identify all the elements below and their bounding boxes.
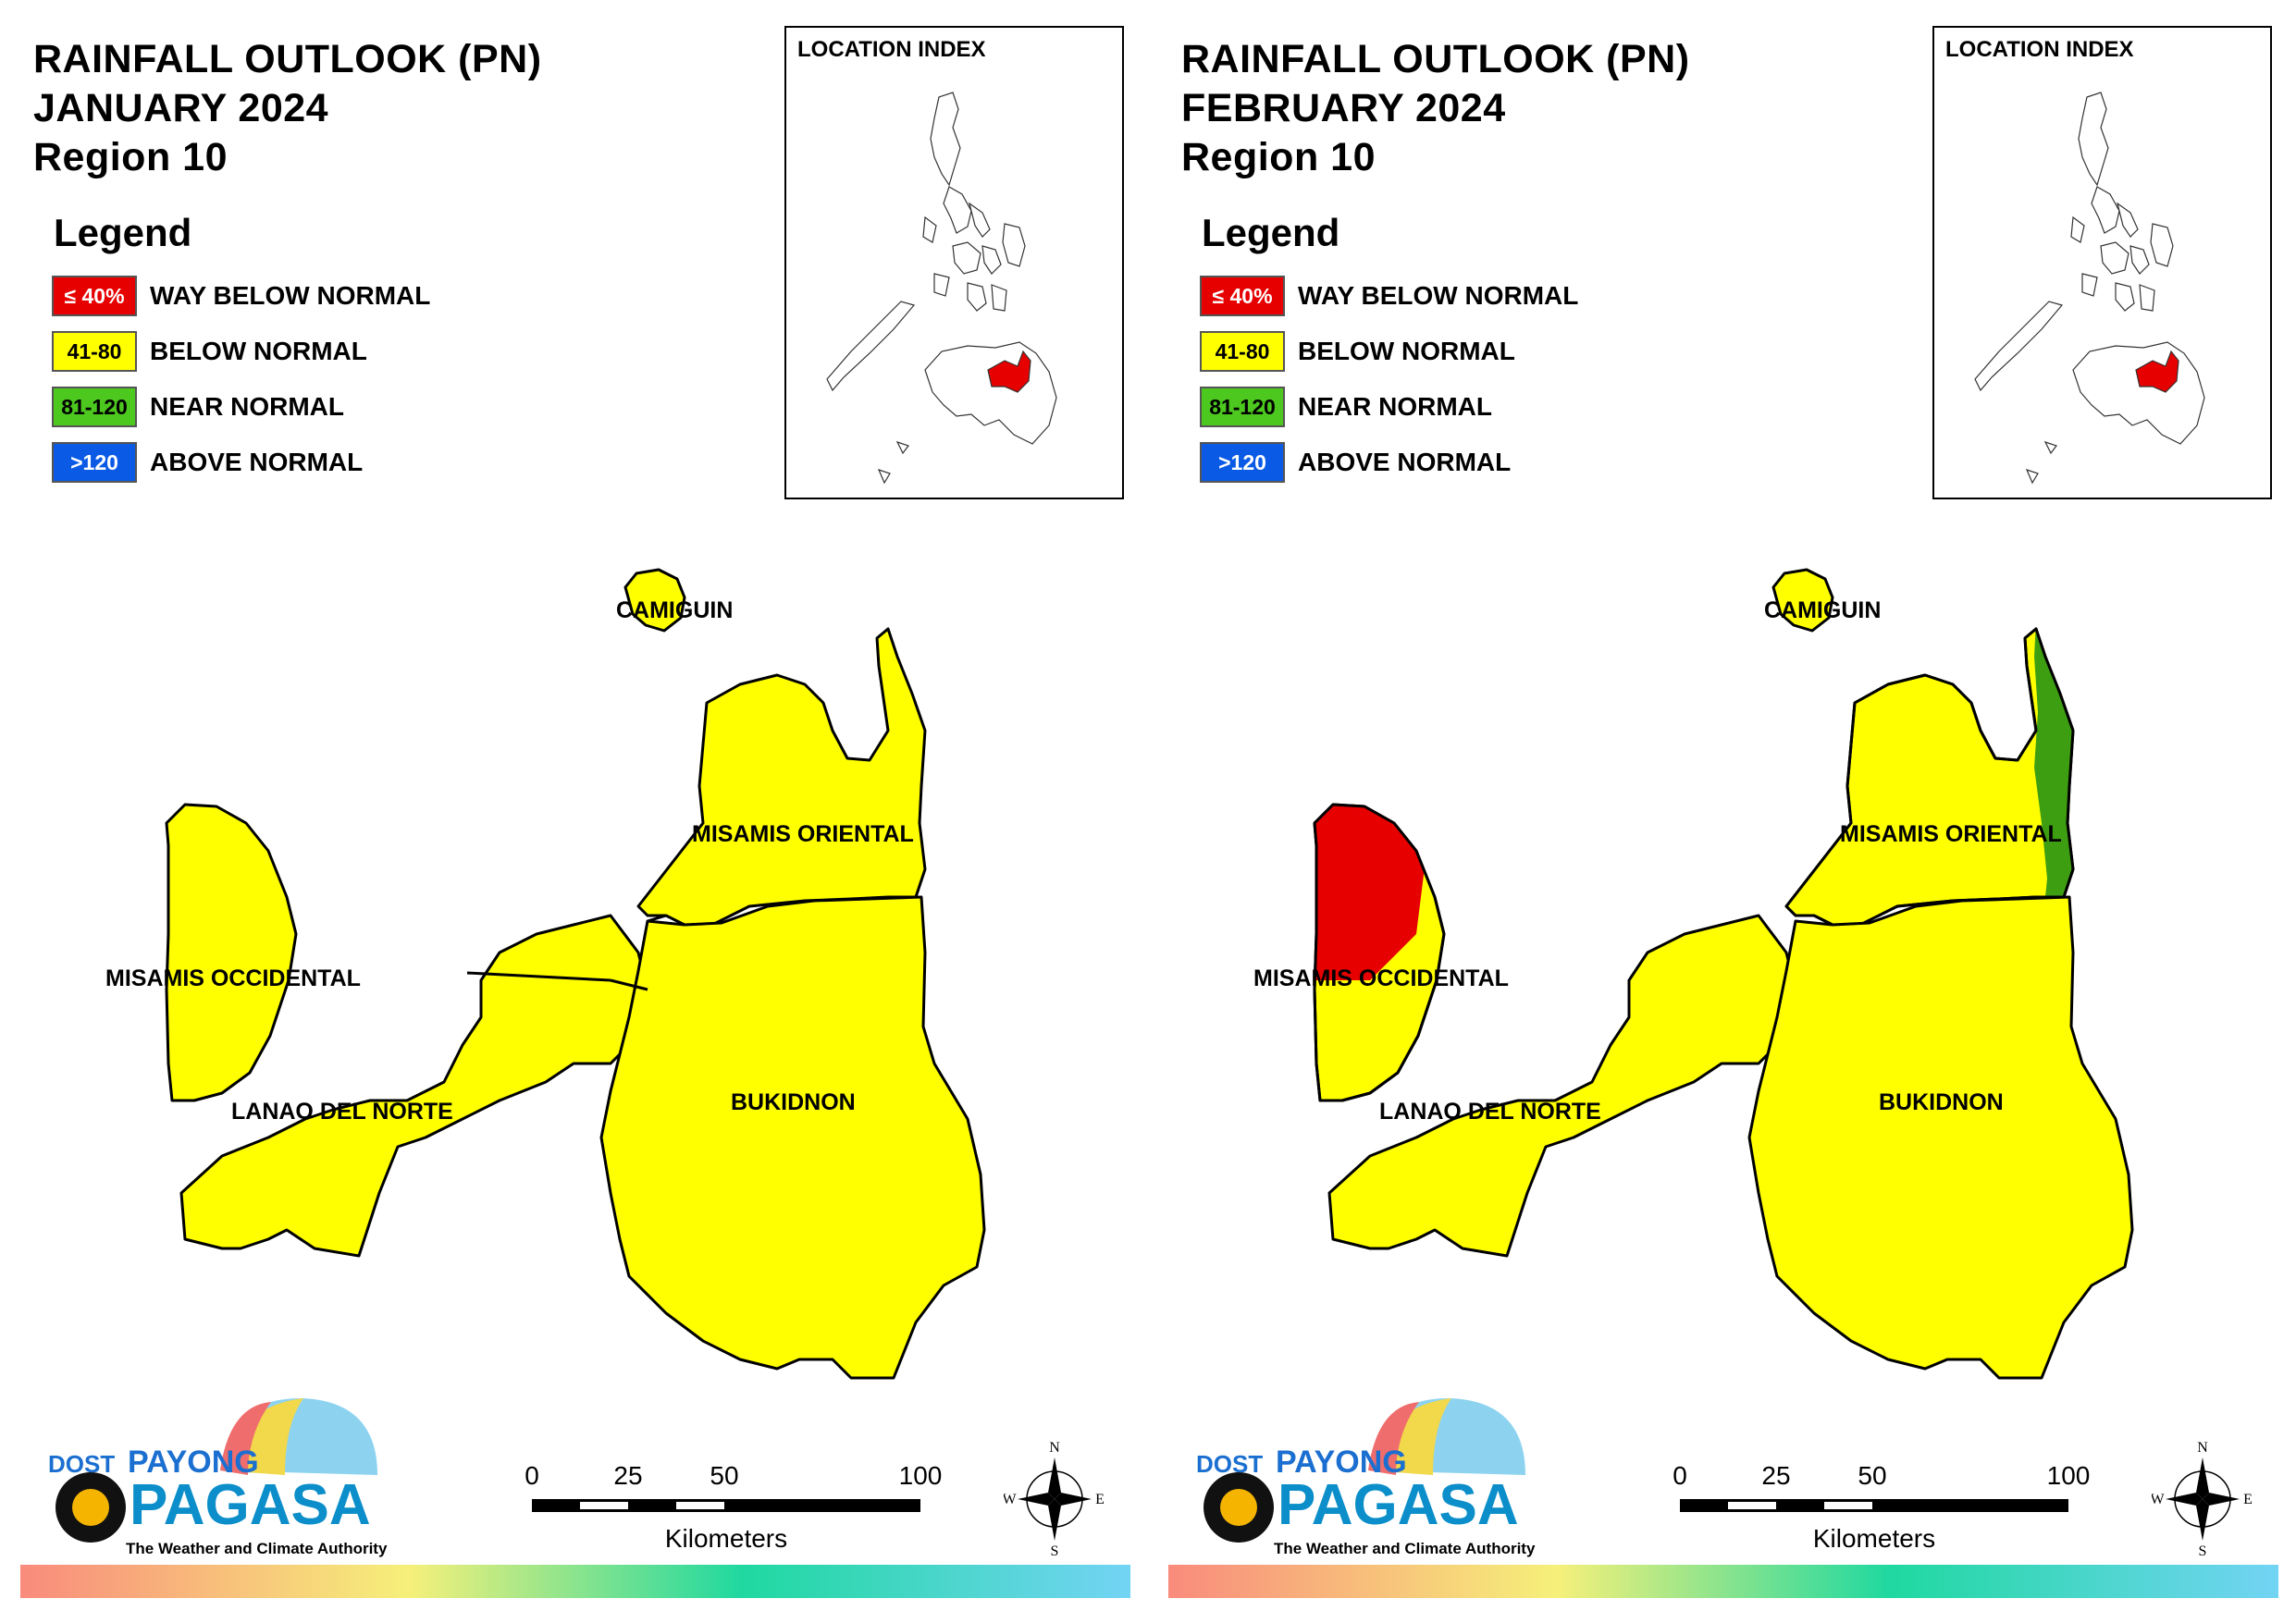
scale-tick-100: 100	[2047, 1461, 2091, 1490]
camiguin-province	[623, 568, 686, 633]
scale-unit: Kilometers	[665, 1524, 787, 1553]
legend-swatch: ≤ 40%	[52, 276, 137, 316]
outlook-panel-january: RAINFALL OUTLOOK (PN) JANUARY 2024 Regio…	[20, 26, 1130, 1598]
color-gradient-strip	[1168, 1565, 2278, 1598]
logo-dost: DOST	[1196, 1450, 1263, 1478]
map-title: RAINFALL OUTLOOK (PN) JANUARY 2024 Regio…	[33, 35, 542, 182]
scale-tick-25: 25	[1761, 1461, 1790, 1490]
compass-w: W	[1004, 1492, 1017, 1507]
logo-dost: DOST	[48, 1450, 115, 1478]
logo-payong: PAYONG	[1276, 1445, 1407, 1480]
logo-tagline: The Weather and Climate Authority	[1274, 1540, 1536, 1557]
label-camiguin: CAMIGUIN	[1764, 597, 1881, 623]
legend-item-near: 81-120 NEAR NORMAL	[52, 379, 430, 435]
legend-item-below: 41-80 BELOW NORMAL	[52, 324, 430, 379]
way-below-normal-zone	[1315, 805, 1426, 980]
legend-heading: Legend	[1202, 211, 1340, 254]
title-line-3: Region 10	[33, 135, 228, 179]
title-line-1: RAINFALL OUTLOOK (PN)	[33, 37, 542, 81]
legend-swatch: ≤ 40%	[1200, 276, 1285, 316]
legend-label: WAY BELOW NORMAL	[1298, 281, 1579, 310]
compass-n: N	[2197, 1440, 2208, 1456]
scale-bar: 0 25 50 100 Kilometers	[1673, 1461, 2091, 1553]
legend-label: WAY BELOW NORMAL	[150, 281, 431, 310]
label-camiguin: CAMIGUIN	[616, 597, 733, 623]
legend-label: NEAR NORMAL	[1298, 392, 1492, 421]
label-misamis-oriental: MISAMIS ORIENTAL	[1840, 821, 2062, 847]
compass-e: E	[1095, 1492, 1105, 1507]
region-10-map: CAMIGUIN MISAMIS ORIENTAL MISAMIS OCCIDE…	[1253, 568, 2134, 1380]
location-index: LOCATION INDEX	[784, 26, 1124, 499]
legend-label: ABOVE NORMAL	[150, 448, 364, 476]
compass-e: E	[2243, 1492, 2253, 1507]
compass-n: N	[1049, 1440, 1060, 1456]
color-gradient-strip	[20, 1565, 1130, 1598]
title-line-3: Region 10	[1181, 135, 1376, 179]
bukidnon-province	[599, 895, 986, 1380]
logo-pagasa: PAGASA	[1278, 1473, 1519, 1537]
legend: Legend ≤ 40% WAY BELOW NORMAL 41-80 BELO…	[52, 211, 430, 490]
label-bukidnon: BUKIDNON	[1879, 1089, 2004, 1115]
label-lanao-del-norte: LANAO DEL NORTE	[1379, 1099, 1601, 1125]
legend-label: BELOW NORMAL	[150, 337, 367, 365]
logo-pagasa: PAGASA	[130, 1473, 371, 1537]
misamis-oriental-province	[636, 627, 927, 927]
title-line-2: FEBRUARY 2024	[1181, 86, 1506, 130]
legend-heading: Legend	[54, 211, 192, 254]
scale-tick-100: 100	[899, 1461, 943, 1490]
legend-swatch: >120	[52, 442, 137, 483]
label-lanao-del-norte: LANAO DEL NORTE	[231, 1099, 453, 1125]
title-line-1: RAINFALL OUTLOOK (PN)	[1181, 37, 1690, 81]
legend-swatch: >120	[1200, 442, 1285, 483]
legend-swatch: 81-120	[52, 387, 137, 427]
legend-swatch: 41-80	[1200, 331, 1285, 372]
scale-tick-0: 0	[525, 1461, 539, 1490]
legend-item-above: >120 ABOVE NORMAL	[1200, 435, 1578, 490]
north-arrow-icon: N E S W	[1004, 1440, 1105, 1559]
legend-item-above: >120 ABOVE NORMAL	[52, 435, 430, 490]
camiguin-province	[1771, 568, 1834, 633]
payong-pagasa-logo: DOST PAYONG PAGASA The Weather and Clima…	[48, 1397, 388, 1557]
misamis-oriental-province	[1784, 627, 2075, 927]
compass-s: S	[1051, 1543, 1059, 1559]
label-bukidnon: BUKIDNON	[731, 1089, 856, 1115]
scale-tick-25: 25	[613, 1461, 642, 1490]
legend-swatch: 41-80	[52, 331, 137, 372]
legend-label: NEAR NORMAL	[150, 392, 344, 421]
philippines-index-map	[826, 92, 1057, 485]
legend-item-near: 81-120 NEAR NORMAL	[1200, 379, 1578, 435]
north-arrow-icon: N E S W	[2152, 1440, 2253, 1559]
payong-pagasa-logo: DOST PAYONG PAGASA The Weather and Clima…	[1196, 1397, 1536, 1557]
legend-label: BELOW NORMAL	[1298, 337, 1515, 365]
title-line-2: JANUARY 2024	[33, 86, 329, 130]
location-index-label: LOCATION INDEX	[1945, 37, 2134, 62]
region-10-map: CAMIGUIN MISAMIS ORIENTAL MISAMIS OCCIDE…	[105, 568, 986, 1380]
label-misamis-oriental: MISAMIS ORIENTAL	[692, 821, 914, 847]
scale-bar: 0 25 50 100 Kilometers	[525, 1461, 943, 1553]
scale-tick-0: 0	[1673, 1461, 1687, 1490]
legend: Legend ≤ 40% WAY BELOW NORMAL 41-80 BELO…	[1200, 211, 1578, 490]
misamis-occidental-province	[165, 803, 298, 1102]
label-misamis-occidental: MISAMIS OCCIDENTAL	[1253, 965, 1509, 991]
legend-item-way-below: ≤ 40% WAY BELOW NORMAL	[52, 268, 430, 324]
location-index: LOCATION INDEX	[1932, 26, 2272, 499]
compass-w: W	[2152, 1492, 2165, 1507]
legend-item-below: 41-80 BELOW NORMAL	[1200, 324, 1578, 379]
bukidnon-province	[1747, 895, 2134, 1380]
outlook-panel-february: RAINFALL OUTLOOK (PN) FEBRUARY 2024 Regi…	[1148, 0, 2296, 1623]
legend-label: ABOVE NORMAL	[1298, 448, 1512, 476]
logo-tagline: The Weather and Climate Authority	[126, 1540, 388, 1557]
scale-tick-50: 50	[1858, 1461, 1886, 1490]
label-misamis-occidental: MISAMIS OCCIDENTAL	[105, 965, 361, 991]
scale-unit: Kilometers	[1813, 1524, 1935, 1553]
logo-payong: PAYONG	[128, 1445, 259, 1480]
philippines-index-map	[1974, 92, 2205, 485]
map-title: RAINFALL OUTLOOK (PN) FEBRUARY 2024 Regi…	[1181, 35, 1690, 182]
compass-s: S	[2199, 1543, 2207, 1559]
scale-tick-50: 50	[710, 1461, 738, 1490]
location-index-label: LOCATION INDEX	[797, 37, 986, 62]
legend-item-way-below: ≤ 40% WAY BELOW NORMAL	[1200, 268, 1578, 324]
legend-swatch: 81-120	[1200, 387, 1285, 427]
